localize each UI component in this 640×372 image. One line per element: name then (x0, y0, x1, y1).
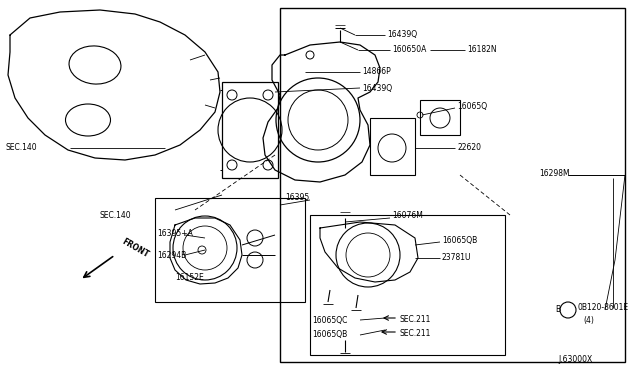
Text: 16182N: 16182N (467, 45, 497, 55)
Text: 16294B: 16294B (157, 250, 186, 260)
Text: 16298M: 16298M (540, 169, 570, 177)
Bar (420, 100, 460, 135)
Text: SEC.140: SEC.140 (100, 211, 132, 219)
Text: 16395+A: 16395+A (157, 228, 193, 237)
Text: 16439Q: 16439Q (387, 31, 417, 39)
Text: SEC.211: SEC.211 (400, 315, 431, 324)
Text: 16076M: 16076M (392, 212, 423, 221)
Text: FRONT: FRONT (120, 237, 150, 259)
Bar (280, 8, 625, 362)
Text: J.63000X: J.63000X (558, 356, 592, 365)
Text: 16439Q: 16439Q (362, 83, 392, 93)
Text: 16395: 16395 (285, 193, 309, 202)
Text: 16065QB: 16065QB (312, 330, 348, 340)
Text: 16065QB: 16065QB (442, 235, 477, 244)
Bar (222, 82, 278, 178)
Text: 22620: 22620 (457, 144, 481, 153)
Text: 16065QC: 16065QC (312, 315, 348, 324)
Text: 0B120-8601E: 0B120-8601E (577, 304, 628, 312)
Text: 23781U: 23781U (442, 253, 472, 263)
Bar (370, 118, 415, 175)
Text: 14866P: 14866P (362, 67, 391, 77)
Text: (4): (4) (583, 315, 594, 324)
Text: 160650A: 160650A (392, 45, 426, 55)
Bar (155, 198, 305, 302)
Bar (310, 215, 505, 355)
Text: SEC.211: SEC.211 (400, 328, 431, 337)
Text: 16152E: 16152E (175, 273, 204, 282)
Text: B: B (556, 305, 561, 314)
Text: 16065Q: 16065Q (457, 102, 487, 110)
Text: SEC.140: SEC.140 (5, 144, 36, 153)
